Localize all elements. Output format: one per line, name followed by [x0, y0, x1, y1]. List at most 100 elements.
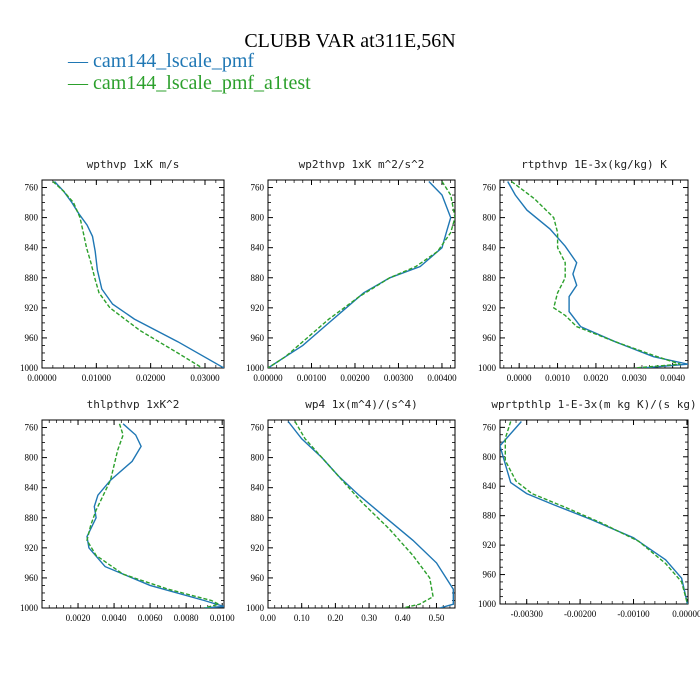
x-tick-label: 0.03000 [190, 373, 220, 383]
panel-title: rtpthvp 1E-3x(kg/kg) K [521, 158, 667, 171]
y-tick-label: 880 [483, 511, 497, 521]
x-tick-label: 0.50 [429, 613, 445, 623]
panel-frame [499, 419, 689, 605]
y-tick-label: 960 [251, 333, 265, 343]
y-tick-label: 920 [251, 303, 265, 313]
y-tick-label: 880 [251, 513, 265, 523]
y-tick-label: 960 [25, 573, 39, 583]
x-tick-label: 0.00200 [340, 373, 370, 383]
panel-frame [267, 179, 456, 369]
x-tick-label: 0.0020 [584, 373, 609, 383]
panel-frame [499, 179, 689, 369]
y-tick-label: 760 [25, 423, 39, 433]
x-tick-label: 0.00000 [27, 373, 57, 383]
y-tick-label: 920 [483, 540, 497, 550]
series-line-2 [511, 180, 681, 368]
y-tick-label: 920 [251, 543, 265, 553]
series-line-1 [268, 181, 452, 368]
y-tick-label: 1000 [478, 363, 497, 373]
x-tick-label: 0.00300 [384, 373, 414, 383]
y-tick-label: 800 [251, 213, 265, 223]
y-tick-label: 1000 [20, 603, 39, 613]
y-tick-label: 800 [251, 453, 265, 463]
x-tick-label: 0.30 [361, 613, 377, 623]
legend-entry-1: — cam144_lscale_pmf [68, 50, 255, 72]
panel-3: rtpthvp 1E-3x(kg/kg) K 760 800 840 880 920 960… [478, 158, 689, 383]
y-tick-label: 880 [25, 273, 39, 283]
y-tick-label: 760 [25, 183, 39, 193]
y-tick-label: 1000 [246, 603, 265, 613]
x-tick-label: 0.00400 [427, 373, 457, 383]
panel-frame [41, 419, 225, 609]
x-tick-label: 0.0040 [102, 613, 127, 623]
panel-5: wp4 1x(m^4)/(s^4)76080084088092096010000… [246, 398, 456, 623]
chart-main-title: CLUBB VAR at311E,56N [244, 30, 456, 52]
panel-title: wp2thvp 1xK m^2/s^2 [299, 158, 425, 171]
y-tick-label: 800 [483, 452, 497, 462]
x-tick-label: 0.01000 [82, 373, 112, 383]
x-tick-label: 0.40 [395, 613, 411, 623]
y-tick-label: 960 [25, 333, 39, 343]
y-tick-label: 800 [25, 453, 39, 463]
x-tick-label: -0.00200 [564, 609, 597, 619]
x-tick-label: -0.00100 [617, 609, 650, 619]
x-tick-label: 0.10 [294, 613, 310, 623]
y-tick-label: 840 [251, 243, 265, 253]
panel-6: wprtpthlp 1-E-3x(m kg K)/(s kg) 760 800 840… [478, 398, 700, 619]
y-tick-label: 840 [25, 243, 39, 253]
y-tick-label: 920 [25, 303, 39, 313]
y-tick-label: 880 [483, 273, 497, 283]
x-tick-label: 0.0020 [66, 613, 91, 623]
series-line-1 [53, 181, 224, 368]
y-tick-label: 800 [483, 213, 497, 223]
x-tick-label: 0.0010 [545, 373, 570, 383]
series-line-2 [268, 181, 455, 368]
y-tick-label: 960 [251, 573, 265, 583]
y-tick-label: 1000 [20, 363, 39, 373]
x-tick-label: 0.00000 [253, 373, 283, 383]
x-tick-label: 0.0000 [507, 373, 532, 383]
x-tick-label: 0.0080 [174, 613, 199, 623]
x-tick-label: 0.0100 [210, 613, 235, 623]
y-tick-label: 880 [25, 513, 39, 523]
y-tick-label: 800 [25, 213, 39, 223]
y-tick-label: 840 [483, 481, 497, 491]
y-tick-label: 840 [251, 483, 265, 493]
panel-title: wprtpthlp 1-E-3x(m kg K)/(s kg) [491, 398, 696, 411]
series-line-2 [86, 423, 221, 608]
panel-4: thlpthvp 1xK^2 760 800 840 880 920 960 1000 0.00… [20, 398, 235, 623]
panel-title: wpthvp 1xK m/s [87, 158, 180, 171]
x-tick-label: 0.00000 [672, 609, 700, 619]
y-tick-label: 920 [483, 303, 497, 313]
y-tick-label: 760 [251, 423, 265, 433]
series-line-1 [500, 421, 688, 604]
panel-title: wp4 1x(m^4)/(s^4) [305, 398, 418, 411]
series-line-2 [294, 421, 434, 608]
y-tick-label: 1000 [478, 599, 497, 609]
x-tick-label: 0.0030 [622, 373, 647, 383]
series-line-1 [507, 181, 688, 368]
x-tick-label: 0.0040 [660, 373, 685, 383]
series-line-1 [86, 423, 224, 608]
series-line-2 [504, 421, 688, 604]
legend-entry-2: — cam144_lscale_pmf_a1test [68, 72, 311, 94]
y-tick-label: 760 [483, 422, 497, 432]
panel-2: wp2thvp 1xK m^2/s^2 760 800 840 880 920 960 100… [246, 158, 457, 383]
y-tick-label: 960 [483, 333, 497, 343]
x-tick-label: 0.0060 [138, 613, 163, 623]
y-tick-label: 840 [483, 243, 497, 253]
y-tick-label: 1000 [246, 363, 265, 373]
x-tick-label: 0.00 [260, 613, 276, 623]
x-tick-label: 0.20 [328, 613, 344, 623]
x-tick-label: 0.02000 [136, 373, 166, 383]
y-tick-label: 960 [483, 570, 497, 580]
y-tick-label: 920 [25, 543, 39, 553]
panel-title: thlpthvp 1xK^2 [87, 398, 180, 411]
y-tick-label: 880 [251, 273, 265, 283]
panel-frame [41, 179, 225, 369]
series-line-2 [52, 180, 203, 368]
panel-1: wpthvp 1xK m/s 760 800 840 880 920 960 10000.00… [20, 158, 225, 383]
x-tick-label: -0.00300 [511, 609, 544, 619]
y-tick-label: 760 [483, 183, 497, 193]
